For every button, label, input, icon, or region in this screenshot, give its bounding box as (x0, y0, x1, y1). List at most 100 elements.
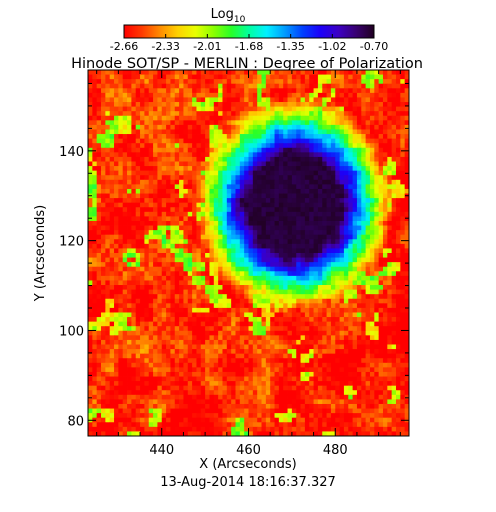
heatmap-cell (348, 216, 354, 222)
heatmap-cell (239, 70, 245, 75)
heatmap-cell (109, 330, 115, 336)
heatmap-cell (135, 184, 141, 190)
heatmap-cell (378, 266, 384, 272)
heatmap-cell (174, 358, 180, 364)
heatmap-cell (105, 74, 111, 80)
heatmap-cell (118, 193, 124, 199)
heatmap-cell (378, 170, 384, 176)
heatmap-cell (144, 280, 150, 286)
heatmap-cell (296, 202, 301, 208)
heatmap-cell (96, 147, 102, 153)
heatmap-cell (374, 188, 380, 194)
heatmap-cell (352, 115, 358, 121)
heatmap-cell (153, 303, 158, 309)
heatmap-cell (296, 70, 301, 75)
heatmap-cell (382, 289, 388, 295)
heatmap-cell (365, 285, 371, 290)
heatmap-cell (404, 275, 409, 281)
heatmap-cell (157, 257, 163, 263)
heatmap-cell (252, 257, 258, 263)
heatmap-cell (114, 266, 119, 272)
heatmap-cell (265, 161, 271, 167)
heatmap-cell (205, 152, 210, 158)
heatmap-cell (252, 170, 258, 176)
heatmap-cell (127, 124, 132, 130)
heatmap-cell (378, 152, 384, 158)
heatmap-cell (235, 275, 241, 281)
heatmap-cell (218, 102, 223, 108)
heatmap-cell (374, 216, 380, 222)
heatmap-cell (369, 285, 375, 290)
heatmap-cell (231, 312, 236, 318)
heatmap-cell (287, 367, 293, 373)
heatmap-cell (131, 179, 137, 185)
heatmap-cell (348, 225, 354, 231)
heatmap-cell (248, 129, 254, 135)
heatmap-cell (209, 367, 215, 373)
heatmap-cell (296, 74, 301, 80)
heatmap-cell (365, 138, 371, 144)
heatmap-cell (92, 79, 98, 85)
heatmap-cell (109, 175, 115, 181)
heatmap-cell (131, 230, 137, 236)
heatmap-cell (387, 335, 393, 341)
heatmap-cell (304, 211, 310, 217)
heatmap-cell (261, 161, 267, 167)
heatmap-cell (179, 367, 184, 373)
heatmap-cell (114, 307, 119, 313)
heatmap-cell (361, 161, 367, 167)
heatmap-cell (304, 371, 310, 377)
heatmap-cell (257, 161, 262, 167)
heatmap-cell (352, 161, 358, 167)
heatmap-cell (356, 124, 362, 130)
heatmap-cell (309, 147, 314, 153)
heatmap-cell (257, 152, 262, 158)
heatmap-cell (356, 289, 362, 295)
heatmap-cell (140, 344, 145, 350)
heatmap-cell (400, 134, 406, 140)
heatmap-cell (391, 225, 397, 231)
heatmap-cell (235, 147, 241, 153)
heatmap-cell (339, 115, 345, 121)
heatmap-cell (244, 234, 249, 240)
heatmap-cell (374, 111, 380, 117)
heatmap-cell (218, 134, 223, 140)
heatmap-cell (400, 321, 406, 327)
heatmap-cell (131, 253, 137, 258)
heatmap-cell (382, 339, 388, 345)
heatmap-cell (369, 79, 375, 85)
heatmap-cell (296, 298, 301, 304)
heatmap-cell (166, 211, 171, 217)
heatmap-cell (378, 303, 384, 309)
heatmap-cell (148, 248, 154, 254)
heatmap-cell (313, 211, 319, 217)
heatmap-cell (274, 175, 280, 181)
heatmap-cell (339, 344, 345, 350)
heatmap-cell (222, 275, 228, 281)
heatmap-cell (361, 152, 367, 158)
heatmap-cell (387, 83, 393, 89)
heatmap-cell (140, 243, 145, 249)
heatmap-cell (382, 184, 388, 190)
heatmap-cell (339, 129, 345, 135)
heatmap-cell (278, 188, 284, 194)
heatmap-cell (127, 248, 132, 254)
heatmap-cell (400, 234, 406, 240)
heatmap-cell (166, 175, 171, 181)
heatmap-cell (140, 266, 145, 272)
heatmap-cell (244, 312, 249, 318)
heatmap-cell (118, 211, 124, 217)
heatmap-cell (222, 193, 228, 199)
heatmap-cell (92, 239, 98, 245)
heatmap-cell (239, 79, 245, 85)
heatmap-cell (105, 193, 111, 199)
heatmap-cell (400, 83, 406, 89)
heatmap-cell (105, 339, 111, 345)
heatmap-cell (291, 298, 297, 304)
heatmap-cell (101, 344, 106, 350)
heatmap-cell (218, 198, 223, 204)
heatmap-cell (322, 230, 327, 236)
heatmap-cell (101, 129, 106, 135)
heatmap-cell (291, 317, 297, 323)
heatmap-cell (105, 275, 111, 281)
